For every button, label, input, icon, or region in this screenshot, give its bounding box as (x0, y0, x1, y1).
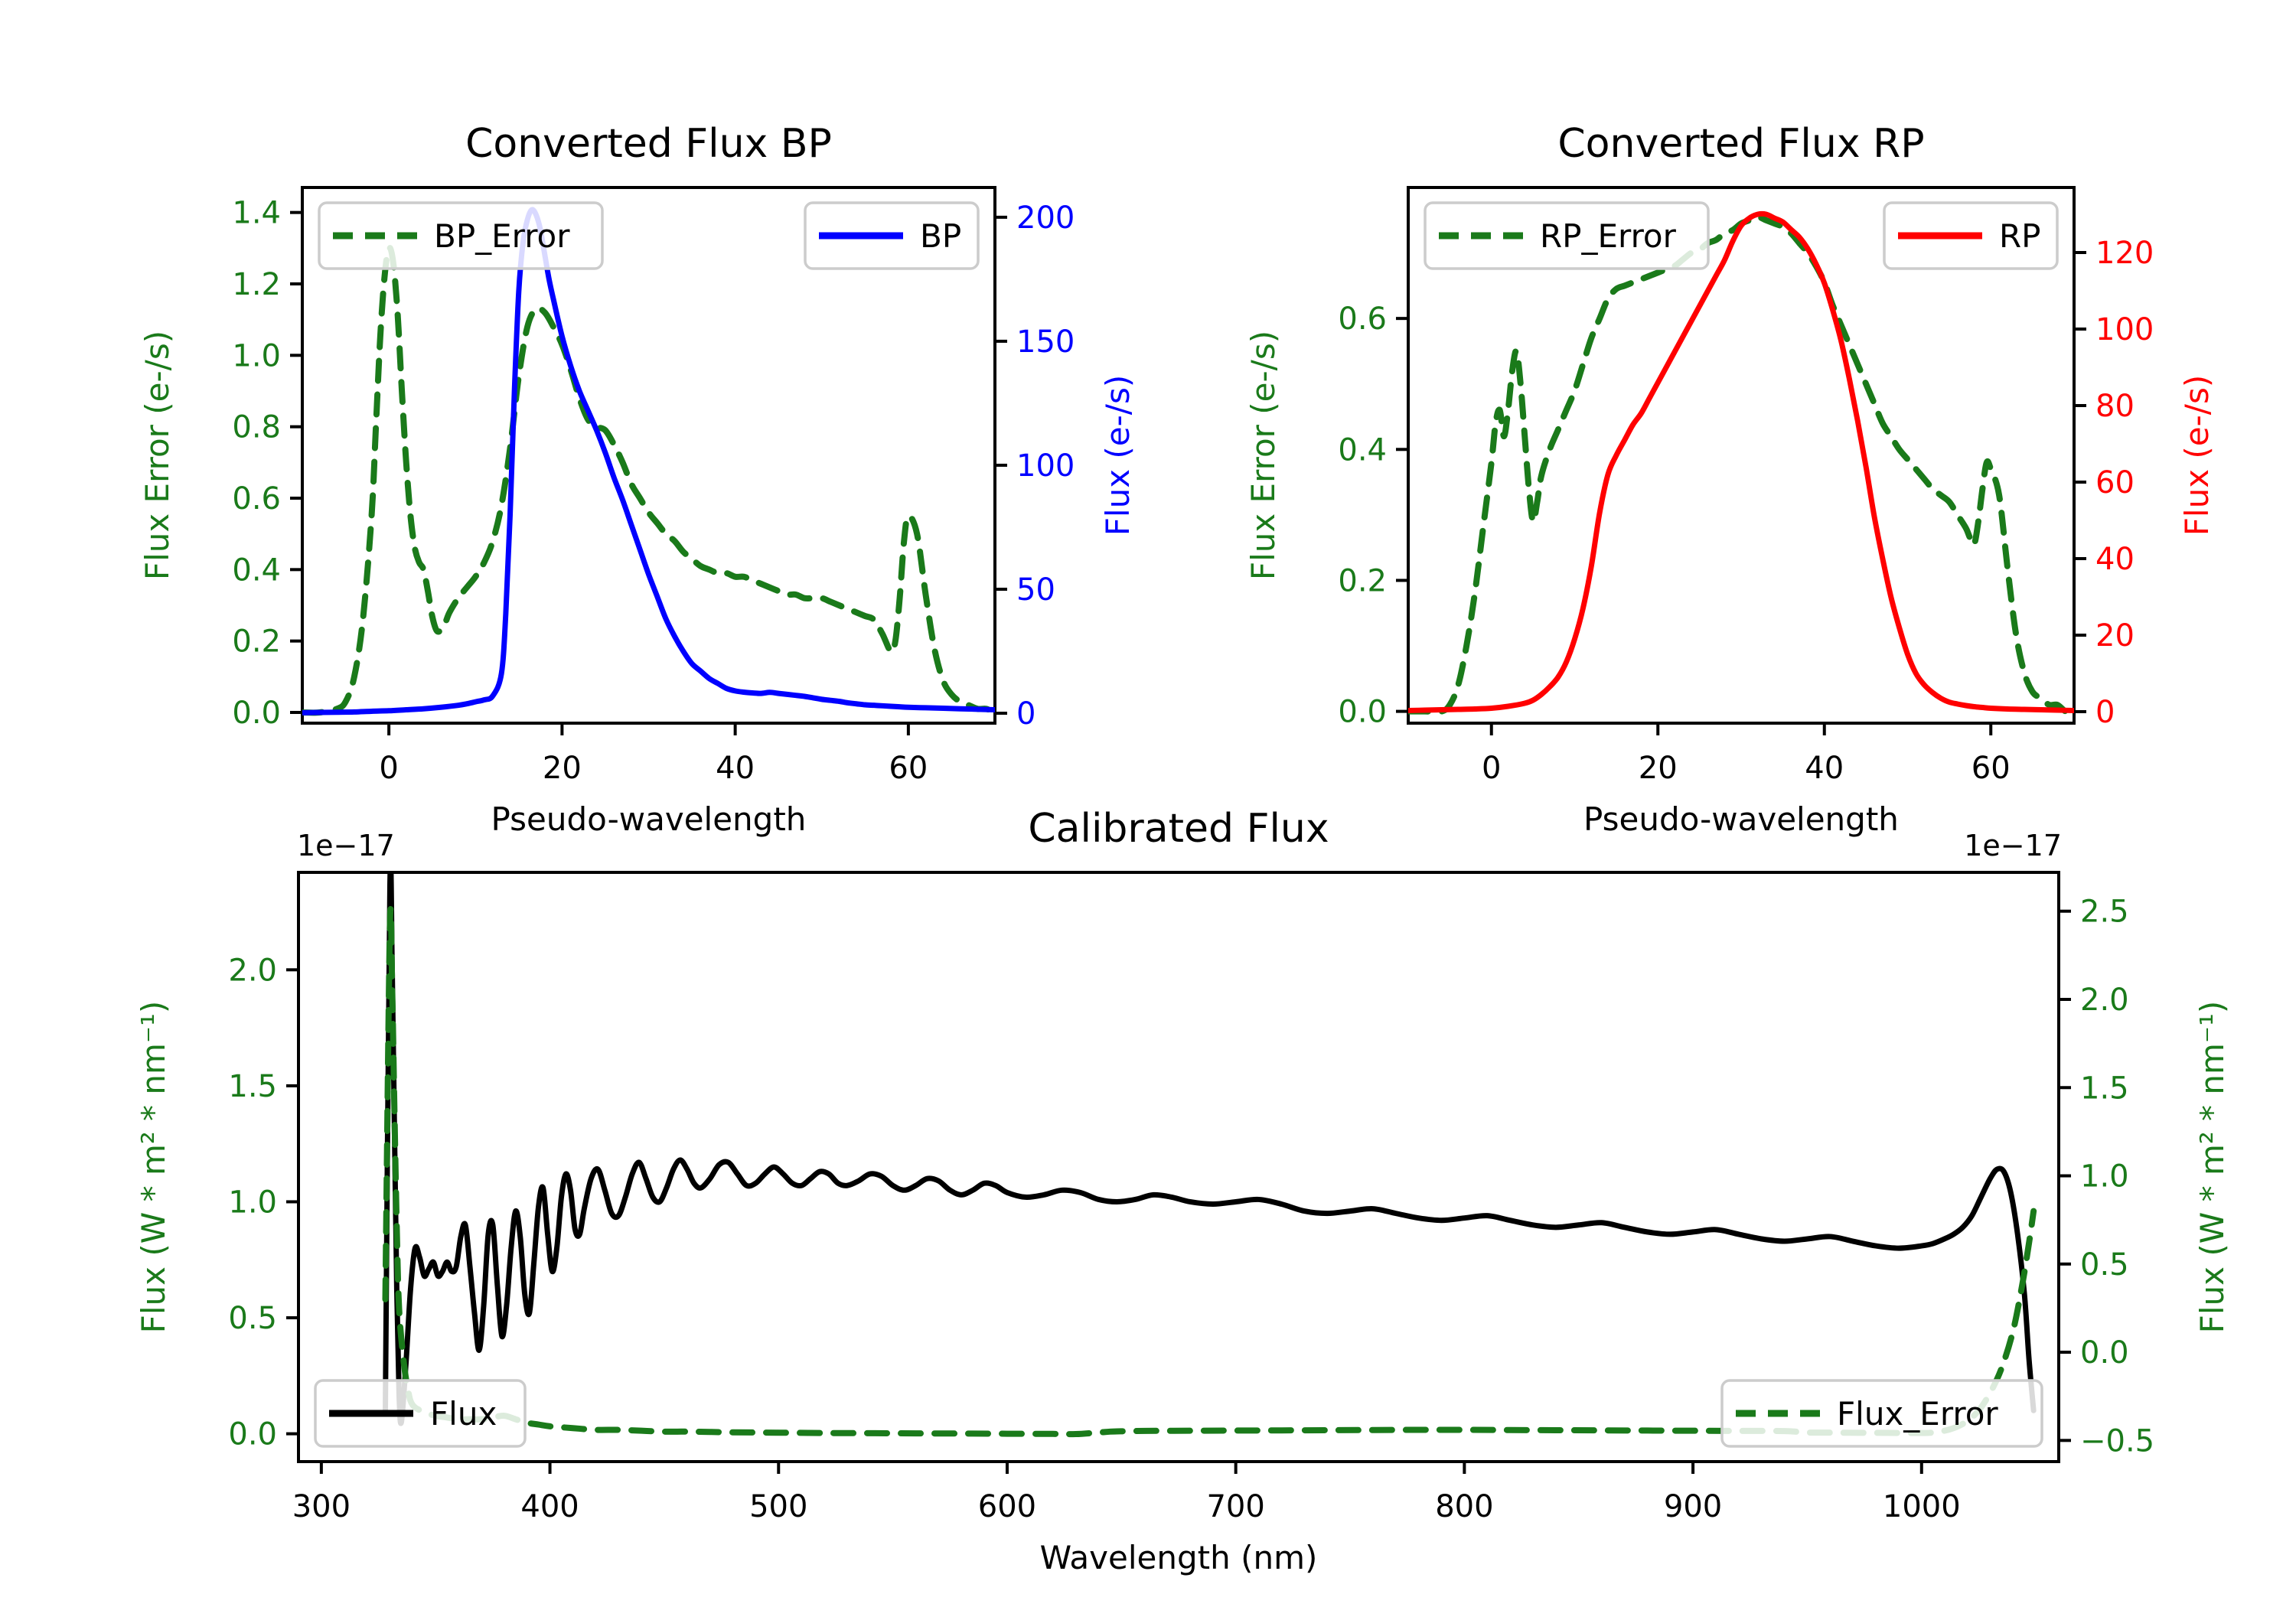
legend-label-bp: BP (920, 217, 961, 255)
y-axis-label-left-converted-flux-bp: Flux Error (e-/s) (139, 331, 176, 580)
series-line-bp-error (302, 244, 995, 716)
x-tick-label: 60 (1971, 751, 2011, 786)
axes-frame-converted-flux-bp (301, 186, 996, 725)
y-axis-label-right-converted-flux-rp: Flux (e-/s) (2178, 375, 2216, 536)
y-tick-label-left: 0.4 (1338, 432, 1387, 468)
y-tick-label-left: 0.6 (232, 481, 281, 517)
y-tick-label-right: 0 (1016, 696, 1035, 732)
y-tick-label-right: 1.0 (2080, 1159, 2129, 1195)
chart-title-converted-flux-bp: Converted Flux BP (465, 121, 832, 167)
y-tick-label-right: 2.5 (2080, 895, 2129, 930)
y-tick-label-left: 0.0 (228, 1417, 277, 1452)
legend-bp: BP (804, 201, 980, 270)
chart-title-calibrated-flux: Calibrated Flux (1028, 806, 1329, 852)
y-tick-label-right: 100 (1016, 448, 1075, 484)
y-tick-label-right: 1.5 (2080, 1071, 2129, 1106)
legend-box (318, 201, 604, 270)
y-tick-label-right: 200 (1016, 200, 1075, 236)
legend-label-flux-error: Flux_Error (1837, 1395, 1998, 1433)
y-tick-label-left: 0.6 (1338, 302, 1387, 337)
legend-box (314, 1379, 527, 1448)
legend-label-flux: Flux (430, 1395, 497, 1433)
plot-area-calibrated-flux (382, 872, 2037, 1438)
legend-flux: Flux (314, 1379, 527, 1448)
legend-label-rp-error: RP_Error (1540, 217, 1677, 255)
y-tick-label-right: 0.5 (2080, 1247, 2129, 1283)
legend-box (1424, 201, 1710, 270)
y-tick-label-right: 60 (2095, 465, 2135, 500)
y-tick-label-left: 1.4 (232, 196, 281, 231)
x-tick-label: 40 (716, 751, 755, 786)
x-tick-label: 700 (1206, 1489, 1264, 1524)
panel-converted-flux-rp: Converted Flux RP 0 20 40 60 Pseudo-wavelengt… (1244, 121, 2216, 838)
y-tick-label-right: 0.0 (2080, 1335, 2129, 1371)
legend-rp: RP (1883, 201, 2059, 270)
series-line-rp (1408, 210, 2074, 713)
y-tick-label-left: 0.2 (1338, 563, 1387, 598)
y-tick-label-left: 0.2 (232, 624, 281, 660)
x-axis-label-converted-flux-bp: Pseudo-wavelength (491, 800, 807, 838)
series-line-bp (302, 207, 995, 715)
x-tick-label: 500 (749, 1489, 807, 1524)
plot-area-converted-flux-rp (1408, 210, 2074, 715)
axes-frame-calibrated-flux (297, 871, 2060, 1463)
y-tick-label-left: 0.5 (228, 1301, 277, 1336)
legend-label-bp-error: BP_Error (434, 217, 570, 255)
legend-label-rp: RP (1999, 217, 2041, 255)
y-tick-label-right: 0 (2095, 695, 2115, 730)
chart-title-converted-flux-rp: Converted Flux RP (1557, 121, 1924, 167)
y-offset-text-right: 1e−17 (1964, 829, 2062, 862)
y-tick-label-left: 0.8 (232, 410, 281, 445)
x-tick-label: 300 (292, 1489, 351, 1524)
y-tick-label-left: 1.0 (228, 1185, 277, 1220)
legend-box (1720, 1379, 2043, 1448)
y-tick-label-right: 150 (1016, 324, 1075, 360)
x-tick-label: 1000 (1883, 1489, 1961, 1524)
y-axis-label-left-converted-flux-rp: Flux Error (e-/s) (1244, 331, 1282, 580)
series-line-flux (383, 872, 2037, 1426)
x-axis-label-calibrated-flux: Wavelength (nm) (1040, 1539, 1318, 1576)
y-tick-label-right: 100 (2095, 312, 2154, 347)
plot-area-converted-flux-bp (302, 207, 995, 716)
y-tick-label-left: 1.2 (232, 267, 281, 302)
legend-rp-error: RP_Error (1424, 201, 1710, 270)
y-tick-label-right: 80 (2095, 389, 2135, 424)
y-tick-label-right: 20 (2095, 618, 2135, 654)
axes-frame-converted-flux-rp (1407, 186, 2076, 725)
x-tick-label: 20 (543, 751, 582, 786)
legend-bp-error: BP_Error (318, 201, 604, 270)
x-tick-label: 20 (1639, 751, 1678, 786)
legend-flux-error: Flux_Error (1720, 1379, 2043, 1448)
y-axis-label-right-converted-flux-bp: Flux (e-/s) (1099, 375, 1137, 536)
series-line-rp-error (1408, 214, 2074, 715)
y-offset-text-left: 1e−17 (297, 829, 395, 862)
y-tick-label-right: 40 (2095, 542, 2135, 577)
y-tick-label-left: 0.0 (1338, 695, 1387, 730)
x-tick-label: 0 (379, 751, 398, 786)
y-tick-label-right: −0.5 (2080, 1423, 2154, 1459)
y-tick-label-left: 0.0 (232, 696, 281, 731)
x-tick-label: 900 (1664, 1489, 1722, 1524)
x-axis-label-converted-flux-rp: Pseudo-wavelength (1583, 800, 1899, 838)
y-tick-label-right: 120 (2095, 236, 2154, 271)
x-tick-label: 40 (1805, 751, 1844, 786)
y-tick-label-right: 2.0 (2080, 983, 2129, 1018)
panel-calibrated-flux: Calibrated Flux 1e−17 1e−17 300 400 500 600 700… (135, 806, 2231, 1576)
y-tick-label-left: 1.0 (232, 338, 281, 373)
x-tick-label: 400 (520, 1489, 579, 1524)
y-tick-label-left: 2.0 (228, 953, 277, 988)
y-axis-label-left-calibrated-flux: Flux (W * m² * nm⁻¹) (135, 1001, 172, 1334)
x-tick-label: 800 (1435, 1489, 1493, 1524)
y-tick-label-right: 50 (1016, 572, 1055, 608)
y-tick-label-left: 1.5 (228, 1069, 277, 1104)
x-tick-label: 600 (978, 1489, 1036, 1524)
x-tick-label: 60 (889, 751, 928, 786)
x-tick-label: 0 (1482, 751, 1501, 786)
y-tick-label-left: 0.4 (232, 553, 281, 588)
panel-converted-flux-bp: Converted Flux BP 0 20 40 60 Pseudo-wavelengt… (139, 121, 1137, 838)
y-axis-label-right-calibrated-flux: Flux (W * m² * nm⁻¹) (2193, 1001, 2231, 1334)
